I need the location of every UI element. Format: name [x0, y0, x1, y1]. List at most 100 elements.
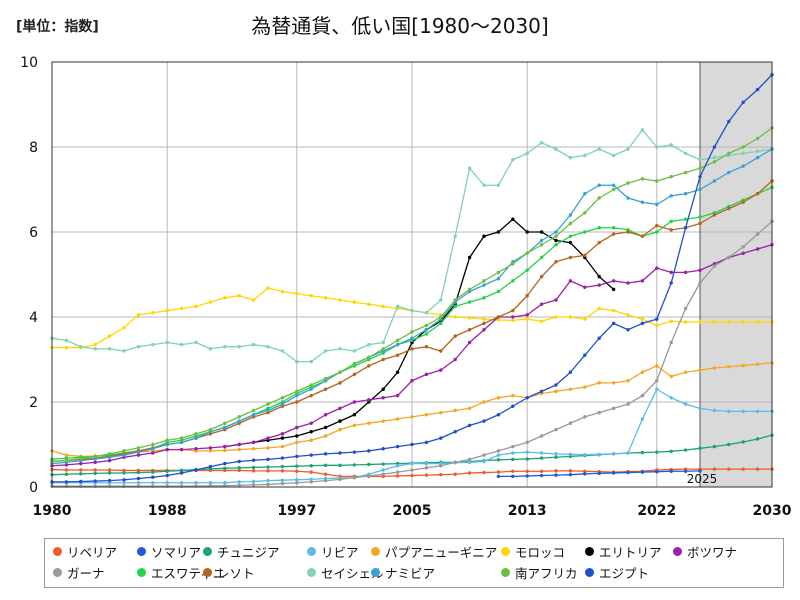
data-point: [237, 447, 241, 452]
data-point: [525, 251, 529, 255]
data-point: [539, 473, 544, 478]
data-point: [309, 430, 313, 434]
data-point: [352, 362, 357, 366]
data-point: [295, 481, 299, 485]
data-point: [741, 363, 745, 368]
data-point: [698, 175, 702, 179]
data-point: [439, 410, 443, 415]
data-point: [352, 349, 357, 353]
data-point: [122, 481, 126, 485]
data-point: [568, 452, 573, 456]
data-point: [395, 342, 400, 347]
data-point: [482, 328, 486, 332]
data-point: [554, 147, 558, 151]
data-point: [165, 438, 169, 442]
data-point: [367, 449, 371, 453]
data-point: [611, 279, 616, 283]
data-point: [554, 473, 558, 477]
data-point: [79, 345, 83, 349]
data-point: [554, 427, 558, 432]
x-tick-label: 1997: [277, 503, 316, 519]
data-point: [712, 160, 717, 164]
data-point: [741, 251, 745, 255]
data-point: [309, 294, 313, 298]
data-point: [323, 463, 328, 468]
data-point: [424, 473, 429, 477]
x-tick-label: 1988: [148, 503, 187, 519]
data-point: [755, 409, 760, 414]
data-point: [424, 323, 429, 328]
data-point: [424, 372, 429, 377]
data-point: [122, 325, 126, 330]
data-point: [251, 440, 256, 445]
data-point: [568, 387, 573, 391]
data-point: [410, 330, 414, 334]
data-point: [352, 400, 357, 404]
data-point: [511, 457, 515, 462]
data-point: [583, 153, 587, 158]
data-point: [367, 355, 371, 360]
data-point: [683, 469, 688, 473]
legend-item: 南アフリカ: [501, 563, 578, 581]
data-point: [323, 478, 328, 483]
data-point: [496, 396, 501, 400]
data-point: [683, 170, 688, 175]
data-point: [655, 323, 659, 328]
data-point: [237, 442, 241, 447]
data-point: [683, 270, 688, 275]
legend-label: パプアニューギニア: [385, 544, 498, 560]
data-point: [467, 406, 472, 411]
data-point: [698, 406, 702, 411]
data-point: [669, 469, 673, 473]
tick-labels: 0 2 4 6 8 10 1980 1988 1997 2005 2013 2022 2030 2025: [20, 55, 792, 519]
data-point: [568, 472, 573, 477]
data-point: [309, 477, 313, 482]
data-point: [683, 320, 688, 324]
data-point: [424, 332, 429, 336]
data-point: [539, 469, 544, 473]
data-point: [323, 472, 328, 476]
data-point: [467, 471, 472, 475]
legend-marker: [585, 567, 594, 577]
data-point: [381, 396, 385, 400]
data-point: [367, 474, 371, 478]
data-point: [424, 311, 429, 315]
data-point: [93, 457, 97, 461]
data-point: [496, 474, 501, 479]
data-point: [511, 217, 515, 221]
data-point: [107, 478, 112, 483]
data-point: [482, 296, 486, 300]
y-tick-label: 8: [29, 140, 38, 156]
data-point: [539, 141, 544, 145]
data-point: [439, 472, 443, 477]
legend: リベリア ソマリア チュニジア リビア パプアニューギニア モロッコ エリトリア ボツワナ ガー…: [44, 538, 784, 588]
data-point: [395, 474, 400, 478]
data-point: [698, 446, 702, 451]
data-point: [597, 274, 601, 279]
data-point: [611, 287, 616, 292]
data-point: [482, 279, 486, 283]
data-point: [755, 136, 760, 141]
data-point: [467, 457, 472, 462]
data-point: [309, 464, 313, 468]
data-point: [280, 464, 285, 469]
data-point: [611, 187, 616, 192]
legend-marker: [371, 546, 380, 556]
y-tick-label: 2: [29, 395, 38, 411]
data-point: [266, 465, 270, 469]
data-point: [122, 349, 126, 353]
data-point: [554, 389, 558, 394]
data-point: [151, 447, 155, 451]
data-point: [583, 472, 587, 476]
data-point: [626, 379, 630, 383]
data-point: [208, 481, 213, 485]
data-point: [712, 213, 717, 217]
data-point: [367, 398, 371, 402]
data-point: [367, 421, 371, 425]
data-point: [194, 432, 198, 436]
data-point: [410, 468, 414, 472]
legend-marker: [307, 546, 316, 556]
data-point: [482, 400, 486, 404]
data-point: [611, 153, 616, 158]
data-point: [755, 320, 760, 324]
